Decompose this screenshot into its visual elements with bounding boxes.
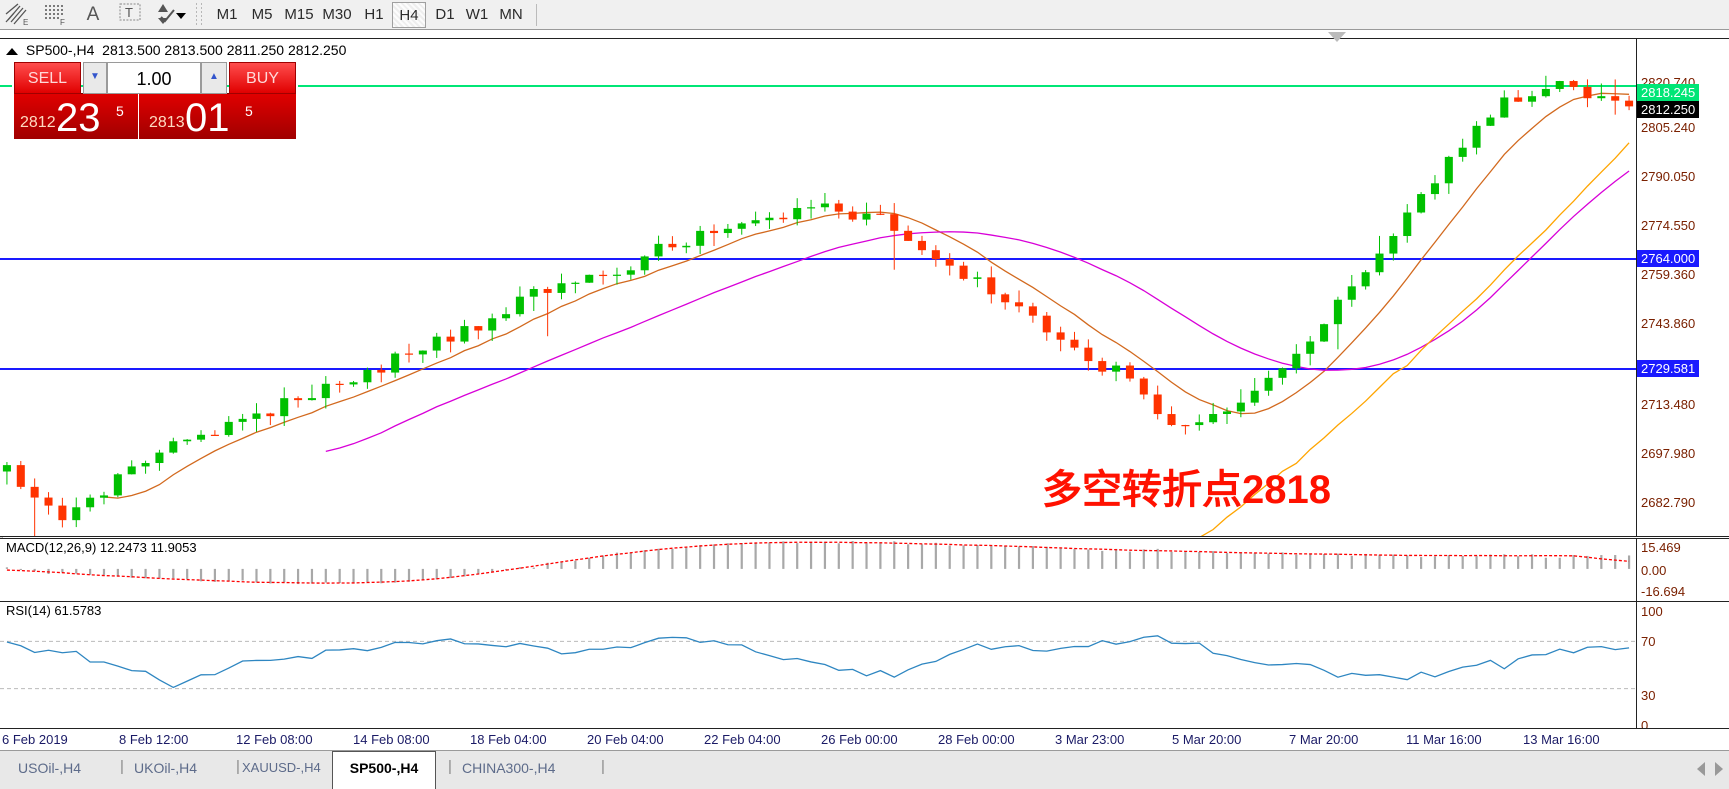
- svg-text:T: T: [125, 5, 133, 20]
- svg-text:F: F: [60, 18, 65, 27]
- svg-text:E: E: [23, 18, 28, 27]
